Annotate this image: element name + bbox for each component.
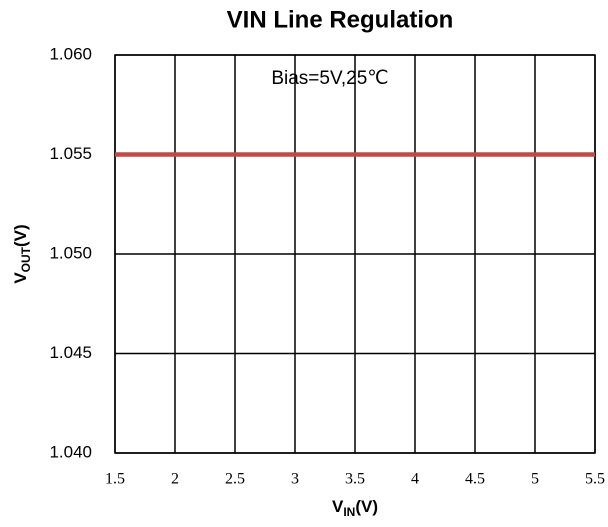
x-tick-label: 4.5 [465,471,485,488]
y-tick-label: 1.045 [49,343,92,362]
x-label-main: V [332,497,344,516]
y-tick-label: 1.060 [49,44,92,63]
x-tick-label: 3.5 [345,471,365,488]
y-tick-label: 1.040 [49,442,92,461]
x-tick-label: 4 [411,471,419,488]
y-label-main: V [11,272,30,284]
x-tick-label: 2.5 [225,471,245,488]
x-tick-label: 5 [531,471,539,488]
x-tick-label: 1.5 [105,471,125,488]
y-label-sub: OUT [19,246,33,272]
x-tick-label: 2 [171,471,179,488]
x-tick-label: 3 [291,471,299,488]
y-tick-label: 1.050 [49,243,92,262]
x-label-unit: (V) [355,497,378,516]
annotation: Bias=5V,25℃ [271,68,388,89]
y-axis-label: VOUT(V) [11,224,33,283]
x-tick-label: 5.5 [585,471,605,488]
x-axis-label: VIN(V) [332,497,378,519]
x-label-sub: IN [343,505,355,519]
y-tick-label: 1.055 [49,144,92,163]
chart-title: VIN Line Regulation [227,6,454,33]
y-label-unit: (V) [11,224,30,247]
